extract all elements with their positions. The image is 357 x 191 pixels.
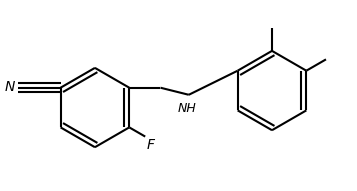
Text: N: N bbox=[4, 80, 15, 94]
Text: NH: NH bbox=[178, 102, 197, 115]
Text: F: F bbox=[147, 138, 155, 152]
